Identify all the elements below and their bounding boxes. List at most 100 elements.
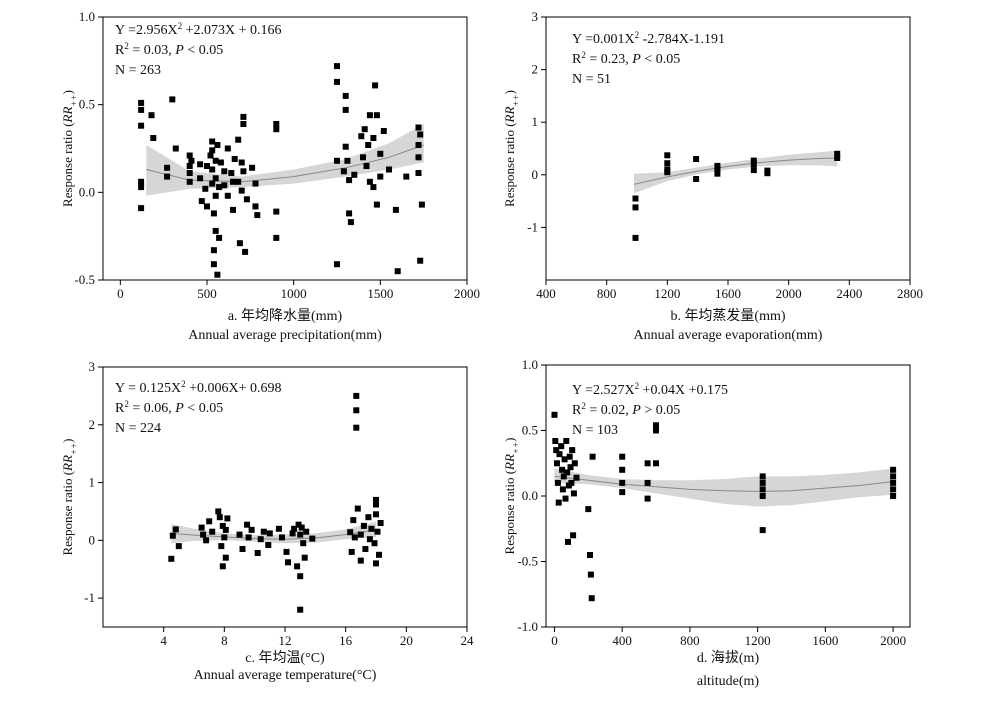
data-points: [168, 392, 384, 613]
data-point: [209, 147, 216, 154]
panel-caption: d. 海拔(m): [697, 650, 760, 666]
data-point: [219, 522, 226, 529]
data-point: [360, 154, 366, 161]
data-point: [554, 479, 561, 486]
x-axis-label: Annual average evaporation(mm): [634, 328, 823, 343]
data-point: [377, 150, 384, 157]
data-point: [560, 473, 567, 480]
annotation-line: R2 = 0.03, P < 0.05: [115, 41, 223, 58]
data-point: [373, 501, 379, 508]
data-point: [238, 187, 245, 194]
y-tick-label: 0: [89, 532, 96, 547]
data-point: [217, 159, 224, 166]
x-tick-label: 4: [160, 633, 167, 648]
x-tick-label: 1000: [281, 286, 307, 301]
data-point: [344, 157, 351, 164]
data-point: [215, 508, 222, 515]
data-point: [759, 486, 766, 493]
data-point: [353, 424, 360, 431]
data-point: [386, 166, 392, 173]
data-point: [334, 157, 340, 164]
data-point: [551, 411, 558, 418]
data-point: [186, 170, 193, 176]
data-point: [342, 92, 349, 99]
data-point: [273, 126, 280, 133]
data-point: [138, 106, 145, 113]
y-tick-label: -1: [527, 219, 538, 234]
data-point: [714, 166, 721, 173]
data-point: [297, 573, 304, 580]
data-point: [619, 479, 626, 486]
data-point: [230, 178, 236, 185]
data-point: [266, 530, 273, 537]
data-point: [254, 212, 261, 219]
x-tick-label: 0: [551, 633, 558, 648]
data-point: [334, 63, 340, 70]
data-point: [212, 192, 219, 199]
data-point: [370, 135, 377, 141]
data-point: [245, 534, 252, 541]
data-point: [354, 505, 361, 512]
data-point: [172, 526, 179, 533]
annotation-line: N = 51: [572, 72, 611, 87]
chart-panel-d: 0 400 800 1200 1600 2000 -1.0 -0.5 0.0 0.5 1.0 Resp…: [502, 357, 911, 689]
annotation-line: Y =2.956X2 +2.073X + 0.166: [115, 21, 282, 38]
data-point: [564, 469, 571, 476]
data-point: [254, 550, 261, 556]
y-axis-label: Response ratio (RR++): [502, 438, 521, 555]
data-point: [301, 554, 308, 561]
chart-panel-b: 400 800 1200 1600 2000 2400 2800 -1 0 1 2 3 Response…: [502, 9, 923, 343]
y-tick-label: 1: [89, 475, 96, 490]
data-point: [417, 257, 424, 264]
data-point: [204, 163, 210, 169]
data-points: [138, 63, 425, 278]
data-point: [164, 164, 171, 171]
annotation-line: R2 = 0.23, P < 0.05: [572, 50, 680, 67]
data-point: [222, 554, 229, 561]
data-point: [200, 531, 207, 538]
x-tick-label: 1200: [654, 286, 680, 301]
data-point: [644, 495, 651, 502]
data-point: [216, 514, 223, 521]
data-point: [374, 528, 381, 535]
data-point: [224, 192, 231, 199]
data-point: [558, 443, 565, 450]
data-point: [571, 460, 578, 467]
data-point: [834, 155, 841, 161]
data-point: [664, 152, 671, 159]
data-point: [224, 515, 231, 522]
data-point: [653, 427, 659, 434]
data-point: [559, 466, 566, 473]
data-point: [252, 180, 259, 187]
data-point: [342, 143, 349, 150]
x-tick-label: 2000: [454, 286, 480, 301]
data-point: [221, 534, 228, 541]
data-point: [206, 518, 213, 525]
data-point: [242, 248, 249, 255]
data-point: [138, 205, 145, 212]
data-point: [210, 261, 217, 268]
data-point: [273, 234, 280, 241]
data-point: [346, 210, 353, 217]
data-point: [373, 511, 379, 518]
data-point: [361, 126, 368, 133]
data-point: [300, 540, 307, 547]
data-point: [351, 171, 358, 178]
data-point: [570, 532, 577, 539]
x-axis-label: Annual average temperature(°C): [194, 668, 377, 683]
data-point: [587, 571, 594, 578]
data-point: [138, 99, 145, 106]
data-point: [890, 493, 897, 499]
data-point: [750, 161, 757, 168]
data-point: [664, 160, 671, 167]
data-point: [294, 563, 301, 570]
data-point: [759, 527, 766, 534]
data-point: [240, 168, 247, 175]
data-point: [244, 521, 251, 528]
data-point: [353, 392, 360, 399]
data-point: [418, 201, 425, 208]
x-tick-label: 800: [597, 286, 617, 301]
data-point: [221, 168, 228, 175]
